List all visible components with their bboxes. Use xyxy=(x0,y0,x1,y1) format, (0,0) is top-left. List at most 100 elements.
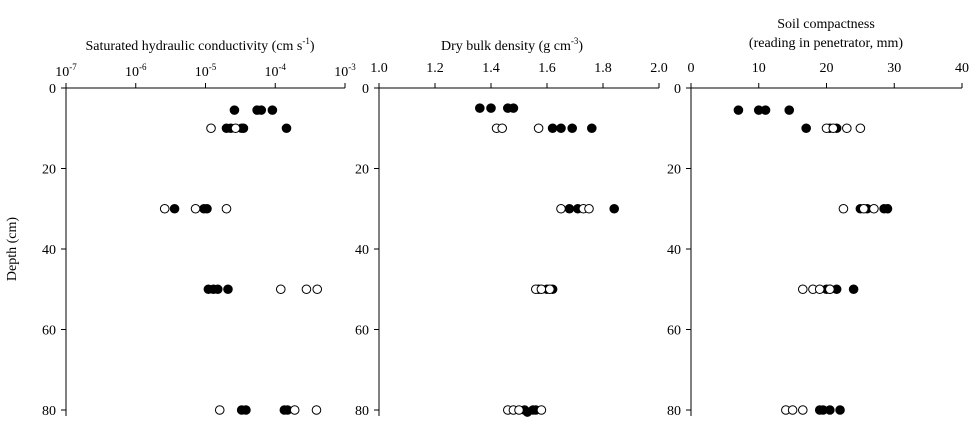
data-point-open xyxy=(869,203,879,214)
data-point-open xyxy=(312,284,323,295)
panel3-plot: 0 10 20 30 40 0 20 40 60 80 xyxy=(667,61,969,419)
y-tick-label: 40 xyxy=(42,243,56,258)
data-point-open xyxy=(797,284,808,295)
data-point-filled xyxy=(281,123,292,134)
x-tick-label: 20 xyxy=(820,61,834,76)
y-tick-label: 0 xyxy=(49,82,56,97)
data-point-filled xyxy=(238,123,249,134)
data-point-filled xyxy=(567,123,578,134)
x-tick-label: 10-4 xyxy=(265,62,287,80)
data-point-filled xyxy=(475,103,485,113)
x-tick-label-base: 10 xyxy=(125,65,139,80)
data-point-open xyxy=(797,405,808,415)
data-point-open xyxy=(787,405,798,415)
data-point-filled xyxy=(564,203,575,214)
panel-soil-compactness: Soil compactness (reading in penetrator,… xyxy=(667,17,969,419)
x-tick-label-exponent: -4 xyxy=(279,62,287,72)
x-tick-label: 2.0 xyxy=(650,61,668,76)
data-point-open xyxy=(825,284,835,295)
data-point-open xyxy=(858,203,869,214)
y-axis-label: Depth (cm) xyxy=(5,217,20,281)
data-point-filled xyxy=(733,105,744,115)
panel3-title-line2: (reading in penetrator, mm) xyxy=(749,36,903,51)
data-point-filled xyxy=(547,123,558,134)
panel1-title: Saturated hydraulic conductivity (cm s-1… xyxy=(85,36,314,54)
x-tick-label: 1.0 xyxy=(370,61,388,76)
y-tick-label: 20 xyxy=(42,163,56,178)
data-point-open xyxy=(214,405,225,415)
data-point-filled xyxy=(267,105,278,115)
data-point-filled xyxy=(609,203,620,214)
x-tick-label-exponent: -7 xyxy=(69,62,77,72)
y-tick-label: 60 xyxy=(667,324,681,339)
data-point-open xyxy=(514,405,524,415)
x-tick-label-base: 10 xyxy=(55,65,69,80)
x-tick-label: 1.6 xyxy=(538,61,556,76)
x-tick-label-exponent: -5 xyxy=(209,62,217,72)
x-tick-label: 1.4 xyxy=(482,61,500,76)
x-tick-label-exponent: -3 xyxy=(348,62,356,72)
data-point-open xyxy=(301,284,312,295)
x-tick-label: 10-6 xyxy=(125,62,147,80)
x-tick-label: 1.2 xyxy=(426,61,444,76)
x-tick-label: 10-7 xyxy=(55,62,77,80)
data-point-open xyxy=(536,405,547,415)
data-point-filled xyxy=(587,123,597,134)
y-tick-label: 40 xyxy=(667,243,681,258)
data-point-filled xyxy=(169,203,180,214)
data-point-filled xyxy=(508,103,519,113)
data-point-open xyxy=(536,284,547,295)
y-tick-label: 20 xyxy=(667,163,681,178)
x-tick-label: 1.8 xyxy=(594,61,612,76)
data-point-open xyxy=(159,203,170,214)
data-point-filled xyxy=(556,123,566,134)
x-tick-label: 10-3 xyxy=(334,62,356,80)
data-point-filled xyxy=(212,284,223,295)
data-point-open xyxy=(814,284,825,295)
data-point-filled xyxy=(202,203,212,214)
x-tick-label: 10-5 xyxy=(195,62,217,80)
panel2-title-end: ) xyxy=(578,39,583,54)
data-point-filled xyxy=(223,284,233,295)
data-point-filled xyxy=(256,105,267,115)
data-point-filled xyxy=(229,105,240,115)
panel2-title-sup: -3 xyxy=(571,36,579,46)
panel-dry-bulk-density: Dry bulk density (g cm-3) 1.0 1.2 1.4 1.6 1.… xyxy=(355,36,668,419)
y-tick-label: 80 xyxy=(355,404,369,417)
data-point-open xyxy=(842,123,852,134)
data-point-open xyxy=(289,405,300,415)
data-point-filled xyxy=(882,203,893,214)
y-tick-label: 80 xyxy=(667,404,681,417)
y-tick-label: 0 xyxy=(674,82,681,97)
data-point-open xyxy=(533,123,544,134)
data-point-filled xyxy=(784,105,795,115)
panel2-title: Dry bulk density (g cm-3) xyxy=(441,36,583,54)
data-point-filled xyxy=(241,405,251,415)
data-point-open xyxy=(828,123,839,134)
y-tick-label: 60 xyxy=(42,324,56,339)
x-tick-label-base: 10 xyxy=(195,65,209,80)
data-point-open xyxy=(545,284,555,295)
y-tick-label: 20 xyxy=(355,163,369,178)
panel1-title-sup: -1 xyxy=(302,36,310,46)
panel1-title-main: Saturated hydraulic conductivity (cm s xyxy=(85,39,302,54)
x-tick-label-exponent: -6 xyxy=(139,62,147,72)
x-tick-label: 10 xyxy=(752,61,766,76)
panel1-title-end: ) xyxy=(310,39,315,54)
data-point-filled xyxy=(835,405,845,415)
panel-hydraulic-conductivity: Saturated hydraulic conductivity (cm s-1… xyxy=(5,36,356,419)
x-tick-label: 0 xyxy=(688,61,695,76)
data-point-open xyxy=(584,203,594,214)
y-tick-label: 80 xyxy=(42,404,56,417)
y-tick-label: 0 xyxy=(362,82,369,97)
panel3-title-line1: Soil compactness xyxy=(777,17,875,32)
data-point-open xyxy=(838,203,849,214)
data-point-open xyxy=(556,203,566,214)
y-tick-label: 40 xyxy=(355,243,369,258)
data-point-open xyxy=(311,405,322,415)
data-point-open xyxy=(230,123,241,134)
data-point-filled xyxy=(760,105,771,115)
